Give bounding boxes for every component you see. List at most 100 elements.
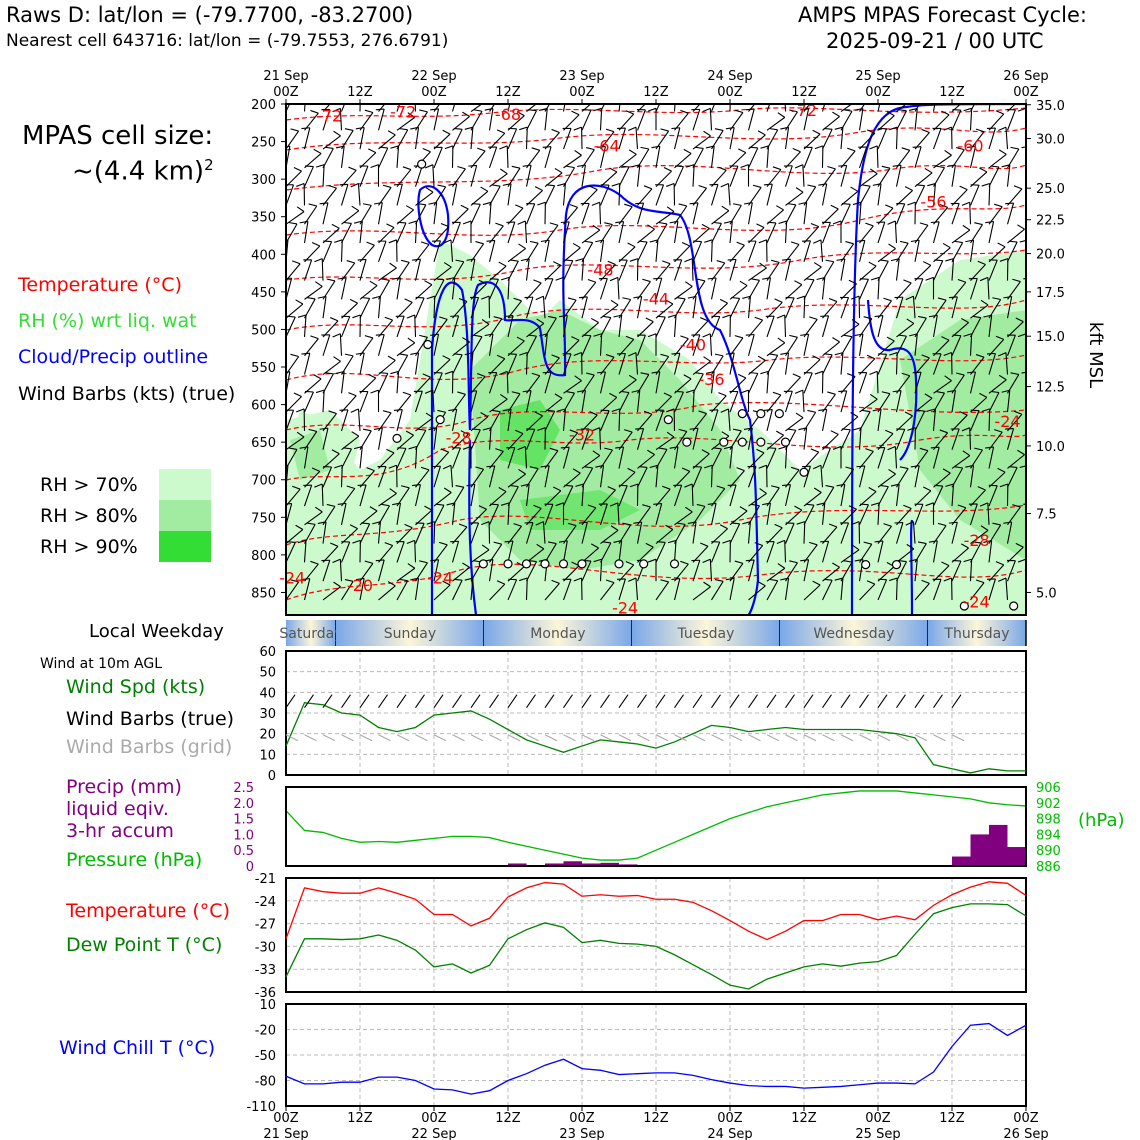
wind-barb (785, 284, 803, 300)
wind-barb-flag (344, 128, 354, 131)
wind-barb (618, 127, 626, 150)
wind-barb (636, 521, 643, 544)
wind-barb (524, 221, 528, 244)
wind-barb (674, 563, 689, 582)
wind-barb-flag (571, 336, 580, 341)
wind-barb (341, 302, 358, 319)
wind-barb-flag (597, 371, 606, 374)
wind-barb (1007, 321, 1024, 338)
pressure-tick-label: 500 (251, 323, 276, 338)
wind-barb-flag (498, 261, 507, 267)
wind-barb-flag (760, 145, 769, 149)
y-tick-label: 50 (259, 666, 276, 681)
wind-barb-flag (370, 389, 379, 394)
wind-barb-flag (980, 299, 989, 306)
wind-barb (822, 341, 840, 357)
wind-barb-flag (790, 466, 800, 471)
y-tick-label: -20 (255, 1024, 276, 1039)
wind-barb-flag (296, 206, 305, 213)
height-tick-label: 7.5 (1036, 508, 1057, 523)
wind-barb (286, 529, 304, 545)
wind-barb-flag (493, 316, 502, 320)
wind-barb (526, 415, 543, 432)
wind-barb-flag (792, 147, 801, 153)
wind-barb-flag (482, 427, 492, 431)
wind-barb (562, 447, 570, 469)
grid-wind-barb (803, 734, 817, 742)
wind-barb-flag (685, 506, 693, 513)
wind-barb (803, 147, 813, 169)
wind-barb (396, 183, 403, 206)
wind-barb-flag (450, 315, 459, 317)
wind-barb-flag (515, 204, 524, 209)
wind-barb-flag (929, 90, 937, 91)
wind-barb-flag (965, 464, 974, 468)
wind-barb-flag (515, 429, 524, 435)
wind-barb-flag (769, 578, 778, 582)
wind-barb (359, 221, 363, 244)
precip-bar (989, 824, 1008, 866)
wind-barb (544, 185, 556, 206)
wind-barb-flag (419, 560, 428, 564)
wind-barb-flag (560, 221, 570, 224)
wind-barb (1005, 352, 1009, 375)
wind-barb-flag (627, 242, 636, 248)
wind-barb-flag (937, 297, 947, 301)
surface-wind-barb (951, 694, 962, 708)
wind-barb (932, 104, 936, 112)
wind-barb (322, 545, 339, 563)
wind-barb-flag (702, 558, 711, 563)
wind-barb (470, 578, 474, 601)
wind-barb-flag (538, 107, 548, 111)
height-tick-label: 30.0 (1036, 133, 1065, 148)
wind-barb (396, 409, 403, 432)
wind-barb-flag (727, 484, 737, 487)
wind-barb (340, 316, 351, 338)
calm-wind-marker (682, 437, 692, 447)
wind-barb-flag (956, 372, 965, 376)
wind-barb-flag (870, 393, 878, 400)
calm-wind-marker (1009, 601, 1019, 611)
wind-barb (451, 447, 461, 469)
wind-barb (785, 509, 803, 526)
wind-barb-flag (453, 127, 463, 130)
wind-barb (970, 171, 988, 188)
wind-barb-flag (653, 277, 662, 280)
wind-barb-flag (719, 524, 728, 530)
wind-barb-flag (890, 483, 900, 487)
wind-barb (803, 334, 810, 356)
precip-panel-frame (285, 786, 1027, 867)
wind-barb-flag (992, 522, 1001, 526)
wind-barb-flag (979, 276, 989, 282)
wind-barb-flag (645, 542, 654, 548)
wind-barb-flag (572, 468, 581, 474)
wind-barb (933, 260, 944, 281)
wind-barb-flag (424, 389, 434, 394)
wind-barb (655, 503, 663, 525)
wind-barb (599, 333, 603, 356)
wind-barb-flag (908, 107, 918, 111)
wind-barb-flag (638, 240, 648, 243)
wind-barb (766, 104, 771, 112)
surface-wind-barb (914, 694, 925, 708)
wind-barb (581, 428, 590, 450)
wind-barb-flag (602, 91, 610, 92)
wind-barb (932, 540, 938, 563)
wind-barb (859, 451, 874, 469)
wind-barb-flag (528, 334, 537, 337)
wind-barb-flag (324, 372, 334, 375)
wind-barb-flag (385, 92, 393, 95)
wind-barb-flag (1003, 521, 1012, 524)
station-title: Raws D: lat/lon = (-79.7700, -83.2700) (6, 3, 414, 27)
wind-barb-flag (607, 260, 616, 266)
y-tick-label: -110 (246, 1100, 276, 1115)
wind-barb-flag (1013, 185, 1023, 190)
wind-barb (544, 465, 550, 488)
wind-barb (396, 104, 401, 112)
wind-barb (563, 565, 580, 582)
wind-barb-flag (315, 389, 325, 394)
wind-barb (729, 285, 748, 300)
wind-barb-flag (615, 220, 624, 224)
wind-barb (821, 222, 831, 244)
